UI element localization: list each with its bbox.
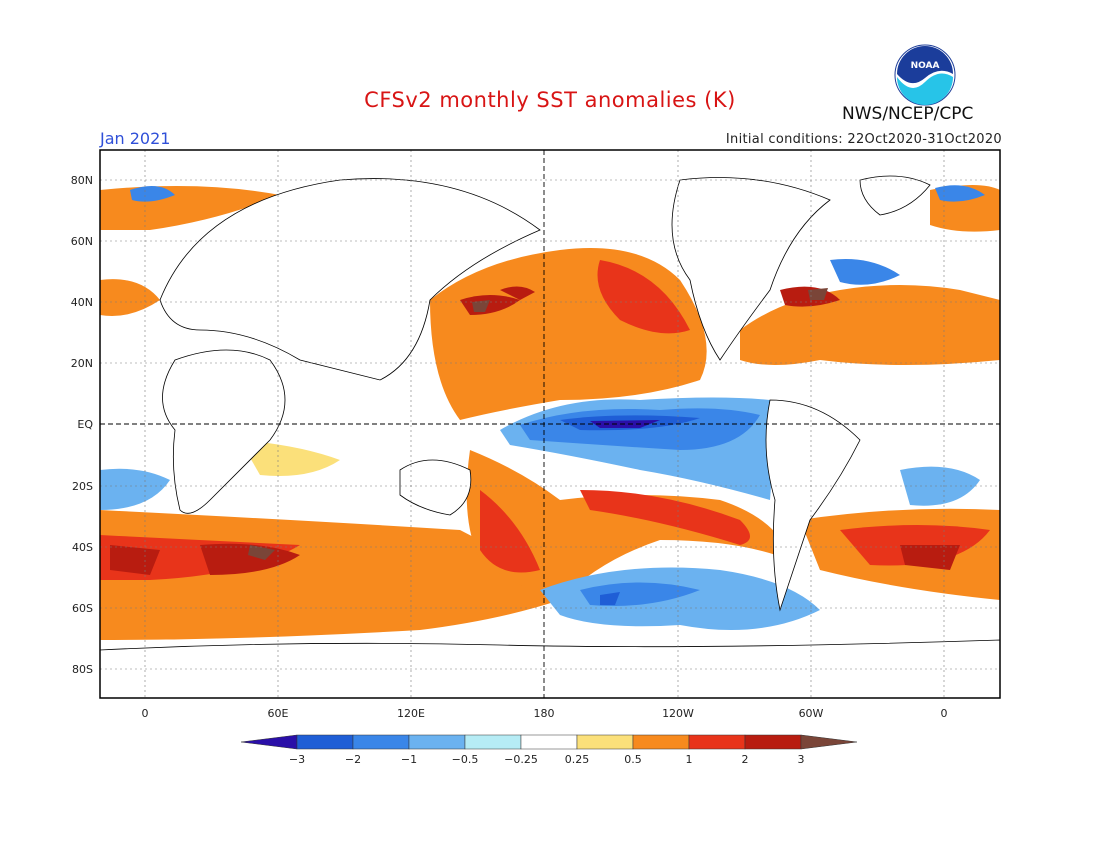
lat-label: 20N	[71, 357, 93, 370]
lon-label: 60E	[268, 707, 289, 720]
lon-label: 0	[941, 707, 948, 720]
colorbar-swatch	[576, 734, 634, 750]
colorbar-swatch	[744, 734, 802, 750]
lon-label: 0	[142, 707, 149, 720]
colorbar-swatch	[632, 734, 690, 750]
colorbar-label: 0.5	[624, 753, 642, 766]
lat-label: 80N	[71, 174, 93, 187]
lat-label: 20S	[72, 480, 93, 493]
organization-label: NWS/NCEP/CPC	[842, 104, 974, 124]
colorbar-swatch	[240, 734, 298, 750]
colorbar-label: 1	[686, 753, 693, 766]
colorbar-label: −0.25	[504, 753, 538, 766]
colorbar-label: −0.5	[452, 753, 479, 766]
equator-dateline	[100, 150, 1000, 698]
lat-label: 80S	[72, 663, 93, 676]
forecast-month: Jan 2021	[100, 129, 171, 148]
colorbar-swatch	[520, 734, 578, 750]
lat-label: 60S	[72, 602, 93, 615]
colorbar-swatch	[800, 734, 858, 750]
colorbar-swatch	[296, 734, 354, 750]
map-title: CFSv2 monthly SST anomalies (K)	[364, 88, 736, 112]
lon-label: 180	[534, 707, 555, 720]
colorbar-label: −2	[345, 753, 361, 766]
anomaly-field	[100, 150, 1000, 698]
colorbar-label: −3	[289, 753, 305, 766]
colorbar-swatch	[688, 734, 746, 750]
lon-label: 120W	[662, 707, 694, 720]
lat-lon-grid	[100, 150, 1000, 698]
colorbar-label: −1	[401, 753, 417, 766]
colorbar: −3 −2 −1 −0.5 −0.25 0.25 0.5 1 2 3	[240, 734, 858, 766]
lat-label: 40S	[72, 541, 93, 554]
colorbar-swatch	[408, 734, 466, 750]
lat-label: EQ	[77, 418, 93, 431]
colorbar-swatch	[352, 734, 410, 750]
colorbar-label: 3	[798, 753, 805, 766]
colorbar-label: 0.25	[565, 753, 590, 766]
noaa-logo-text: NOAA	[911, 61, 940, 71]
noaa-logo: NOAA	[894, 44, 956, 106]
lon-label: 60W	[799, 707, 824, 720]
initial-conditions: Initial conditions: 22Oct2020-31Oct2020	[725, 132, 1002, 147]
lat-label: 60N	[71, 235, 93, 248]
colorbar-swatch	[464, 734, 522, 750]
lon-label: 120E	[397, 707, 425, 720]
map-frame	[99, 149, 1001, 699]
colorbar-label: 2	[742, 753, 749, 766]
lat-label: 40N	[71, 296, 93, 309]
